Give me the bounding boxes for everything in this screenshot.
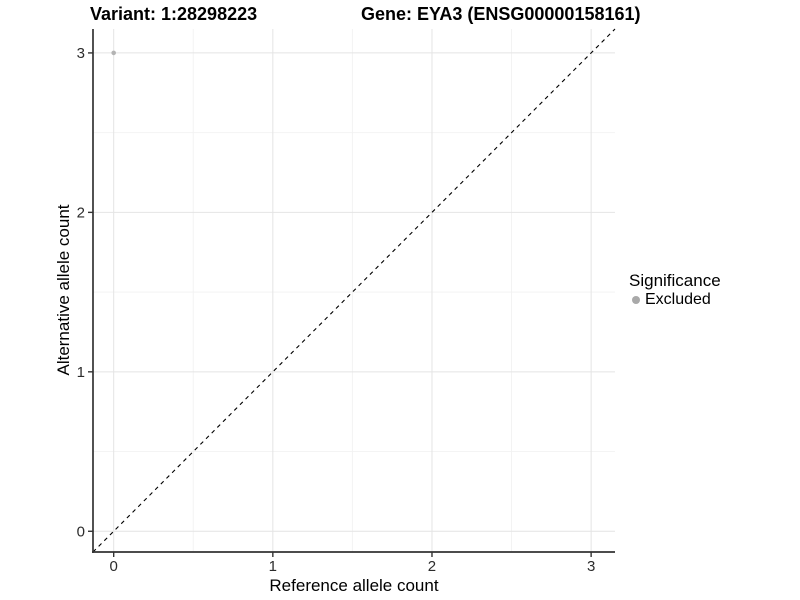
y-axis-title: Alternative allele count	[54, 204, 73, 376]
y-tick-label: 1	[77, 364, 85, 381]
axis-lines	[92, 29, 615, 553]
minor-gridlines	[93, 29, 615, 552]
y-tick-label: 2	[77, 204, 85, 221]
y-tick-label: 0	[77, 523, 85, 540]
data-points	[111, 50, 116, 56]
dot-icon	[632, 296, 640, 304]
major-gridlines	[93, 29, 615, 552]
plot-title-gene: Gene: EYA3 (ENSG00000158161)	[361, 4, 641, 24]
data-point	[111, 50, 116, 56]
identity-dashed-line	[92, 28, 616, 553]
axis-tick-labels: 0 1 2 3 0 1 2 3	[77, 45, 596, 575]
x-tick-label: 0	[110, 558, 118, 575]
y-tick-label: 3	[77, 45, 85, 62]
x-axis-title: Reference allele count	[269, 576, 439, 595]
identity-line	[92, 28, 616, 553]
legend: Significance Excluded	[629, 271, 721, 309]
x-tick-label: 1	[269, 558, 277, 575]
legend-title: Significance	[629, 271, 721, 290]
x-tick-label: 2	[428, 558, 436, 575]
x-tick-label: 3	[587, 558, 595, 575]
legend-item-excluded: Excluded	[629, 291, 721, 309]
legend-item-label: Excluded	[645, 291, 711, 308]
plot-title-variant: Variant: 1:28298223	[90, 4, 258, 24]
axis-tick-marks	[88, 52, 592, 557]
